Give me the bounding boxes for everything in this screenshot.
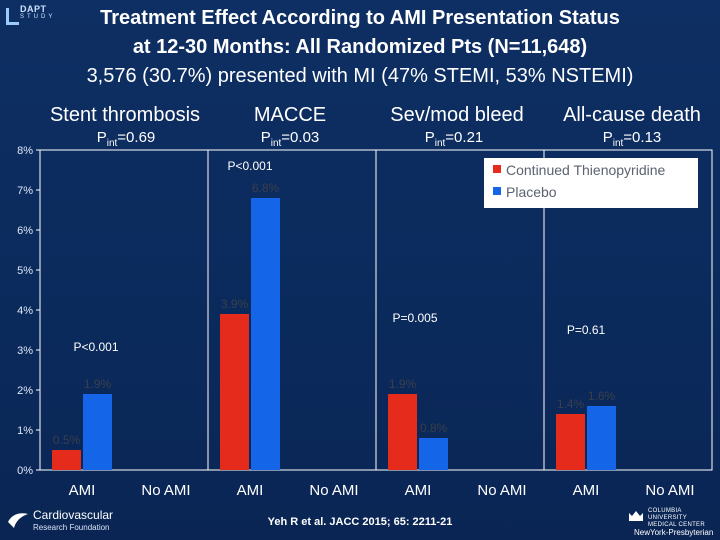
slide-title-line2: at 12-30 Months: All Randomized Pts (N=1…	[132, 36, 588, 58]
legend-swatch	[493, 187, 501, 195]
bar	[52, 450, 81, 470]
category-label: No AMI	[645, 482, 694, 499]
group-title: All-cause death	[563, 104, 701, 126]
data-label: 1.4%	[557, 397, 585, 411]
p-value-label: P<0.001	[227, 159, 272, 173]
bar	[83, 394, 112, 470]
data-label: 3.9%	[221, 297, 249, 311]
citation: Yeh R et al. JACC 2015; 65: 2211-21	[267, 516, 453, 528]
data-label: 6.8%	[252, 181, 280, 195]
y-tick-label: 5%	[17, 265, 33, 277]
dapt-logo: DAPT STUDY	[6, 4, 52, 26]
y-tick-label: 0%	[17, 465, 33, 477]
columbia-logo: COLUMBIA UNIVERSITY MEDICAL CENTER NewYo…	[628, 506, 718, 538]
columbia-text: COLUMBIA UNIVERSITY MEDICAL CENTER	[648, 508, 718, 529]
category-label: No AMI	[477, 482, 526, 499]
crf-swoosh-icon	[8, 513, 28, 528]
group-title: Sev/mod bleed	[390, 104, 523, 126]
bar	[587, 406, 616, 470]
crf-name: Cardiovascular	[33, 508, 114, 522]
crown-icon	[629, 511, 643, 521]
bar	[220, 314, 249, 470]
legend-swatch	[493, 165, 501, 173]
dapt-logo-mark	[6, 8, 19, 25]
group-title: MACCE	[254, 104, 326, 126]
columbia-line2: MEDICAL CENTER	[648, 522, 705, 528]
slide-title-line1: Treatment Effect According to AMI Presen…	[100, 7, 620, 29]
legend-label: Placebo	[506, 184, 557, 200]
bar	[388, 394, 417, 470]
y-tick-label: 6%	[17, 225, 33, 237]
category-label: No AMI	[141, 482, 190, 499]
data-label: 1.6%	[588, 389, 616, 403]
y-tick-label: 3%	[17, 345, 33, 357]
data-label: 0.5%	[53, 433, 81, 447]
data-label: 1.9%	[389, 377, 417, 391]
category-label: AMI	[573, 482, 600, 499]
data-label: 1.9%	[84, 377, 112, 391]
bar	[251, 198, 280, 470]
group-title: Stent thrombosis	[50, 104, 200, 126]
category-label: No AMI	[309, 482, 358, 499]
y-tick-label: 2%	[17, 385, 33, 397]
legend-label: Continued Thienopyridine	[506, 162, 666, 178]
p-value-label: P<0.001	[73, 340, 118, 354]
data-label: 0.8%	[420, 421, 448, 435]
pint-label: Pint=0.69	[97, 129, 156, 149]
category-label: AMI	[237, 482, 264, 499]
category-label: AMI	[405, 482, 432, 499]
category-label: AMI	[69, 482, 96, 499]
dapt-logo-subtext: STUDY	[20, 14, 56, 20]
crf-subname: Research Foundation	[33, 523, 110, 532]
y-tick-label: 7%	[17, 185, 33, 197]
crf-logo: Cardiovascular Research Foundation	[6, 506, 116, 536]
dapt-logo-text: DAPT	[20, 4, 47, 14]
y-tick-label: 4%	[17, 305, 33, 317]
pint-label: Pint=0.13	[603, 129, 662, 149]
y-tick-label: 1%	[17, 425, 33, 437]
legend-box	[484, 158, 698, 208]
pint-label: Pint=0.03	[261, 129, 320, 149]
bar	[556, 414, 585, 470]
pint-label: Pint=0.21	[425, 129, 484, 149]
p-value-label: P=0.61	[567, 323, 606, 337]
slide-subtitle: 3,576 (30.7%) presented with MI (47% STE…	[86, 65, 634, 87]
columbia-line1: COLUMBIA UNIVERSITY	[648, 508, 688, 521]
y-tick-label: 8%	[17, 145, 33, 157]
bar	[419, 438, 448, 470]
p-value-label: P=0.005	[392, 311, 437, 325]
nyp-text: NewYork-Presbyterian	[634, 528, 714, 537]
